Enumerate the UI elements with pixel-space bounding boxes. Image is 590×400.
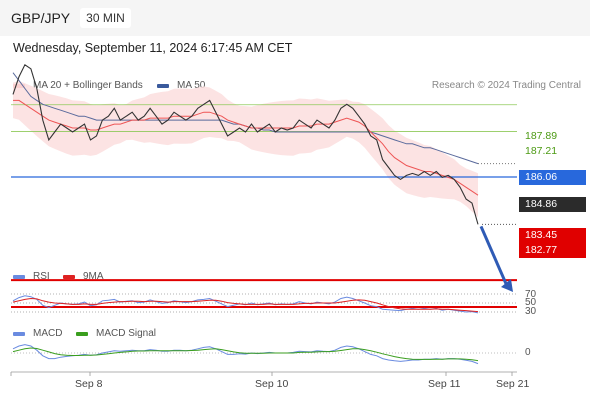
legend-macd: MACD <box>13 328 62 339</box>
macd-signal-line <box>12 347 479 362</box>
macd-legend-label: MACD <box>33 328 63 339</box>
x-tick-sep11: Sep 11 <box>428 378 461 390</box>
pivot-label: 186.06 <box>519 170 586 185</box>
ma9-swatch <box>63 274 75 279</box>
macd-swatch <box>13 331 25 336</box>
x-tick-sep21: Sep 21 <box>496 378 530 390</box>
rsi-level-70: 70 <box>525 289 537 300</box>
resistance-1-label: 187.21 <box>519 144 586 159</box>
rsi-swatch <box>13 274 25 279</box>
support-1-label: 183.45 <box>519 228 586 243</box>
x-tick-sep10: Sep 10 <box>255 378 289 390</box>
macd-line <box>12 344 479 365</box>
macd-zero-label: 0 <box>525 347 531 358</box>
symbol-title: GBP/JPY <box>11 10 71 26</box>
bollinger-band <box>13 81 478 218</box>
legend-9ma: 9MA <box>63 271 104 282</box>
resistance-2-label: 187.89 <box>519 129 586 144</box>
x-tick-sep8: Sep 8 <box>75 378 103 390</box>
legend-macd-signal: MACD Signal <box>76 328 156 339</box>
research-credit: Research © 2024 Trading Central <box>431 80 581 91</box>
price-line <box>12 63 479 225</box>
support-2-label: 182.77 <box>519 243 586 258</box>
ma20-legend-label: MA 20 + Bollinger Bands <box>33 80 143 91</box>
macd-signal-legend-label: MACD Signal <box>96 328 157 339</box>
legend-ma50: MA 50 <box>157 80 205 91</box>
macd-signal-swatch <box>76 331 88 336</box>
ma50-legend-label: MA 50 <box>177 80 206 91</box>
timeframe-button[interactable]: 30 MIN <box>80 8 131 28</box>
rsi-legend-label: RSI <box>33 271 50 282</box>
bollinger-band-area <box>13 81 478 218</box>
forecast-arrow-line <box>479 225 509 287</box>
ma50-swatch <box>157 83 169 88</box>
rsi-level-30: 30 <box>525 306 537 317</box>
datetime-label: Wednesday, September 11, 2024 6:17:45 AM… <box>13 41 293 55</box>
rsi-level-50: 50 <box>525 297 537 308</box>
price-lines <box>11 63 517 308</box>
legend-rsi: RSI <box>13 271 50 282</box>
indicator-lines <box>11 293 517 365</box>
ma9-legend-label: 9MA <box>83 271 104 282</box>
forecast-arrow-head <box>501 278 513 292</box>
chart-header: GBP/JPY 30 MIN <box>0 0 590 36</box>
last-price-label: 184.86 <box>519 197 586 212</box>
ma20-line <box>13 99 479 196</box>
rsi-9ma-line <box>12 297 479 313</box>
time-axis <box>10 371 517 376</box>
